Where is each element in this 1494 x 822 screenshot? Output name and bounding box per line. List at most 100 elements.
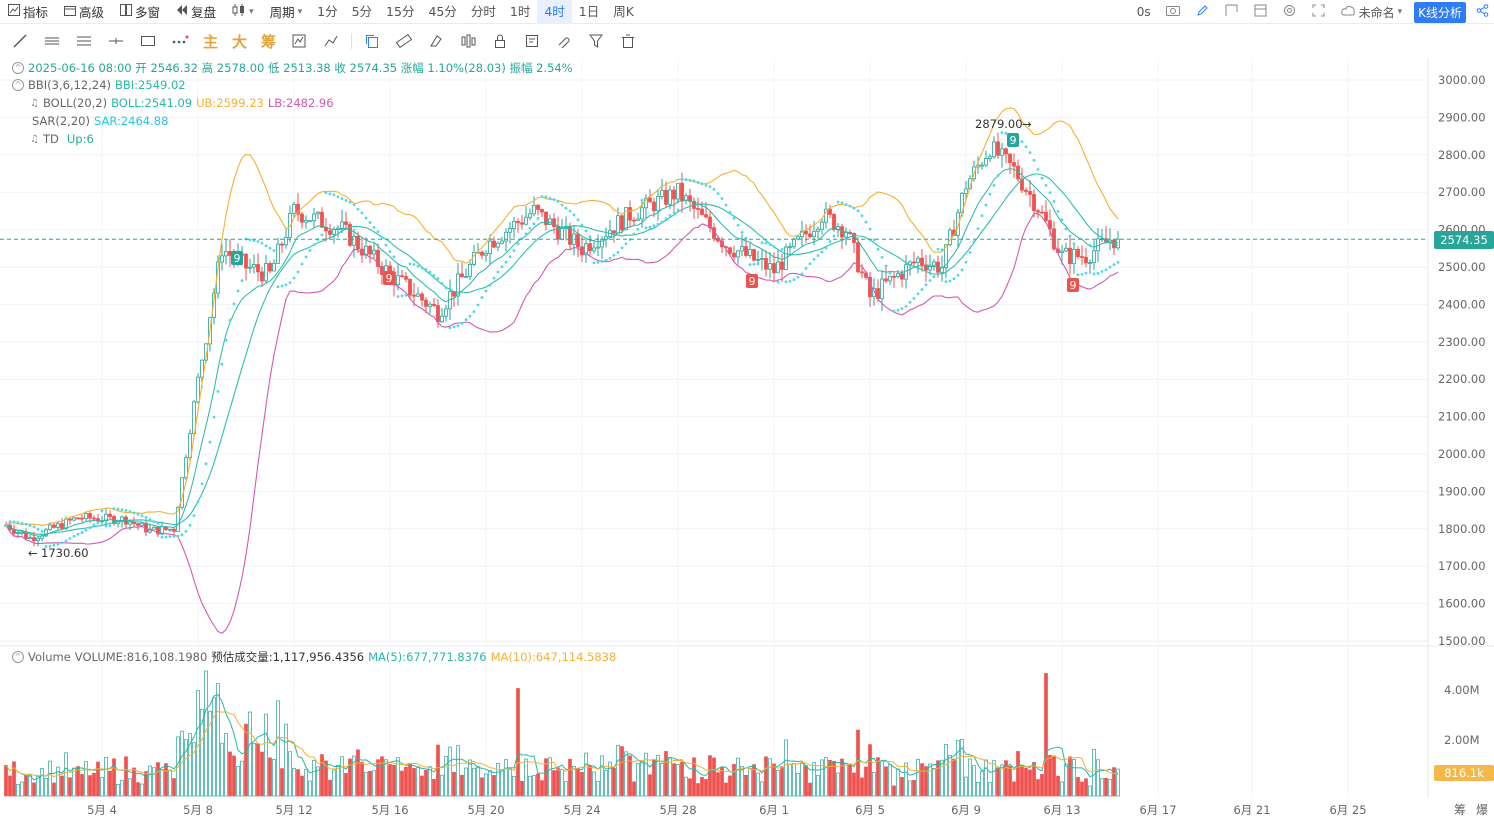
sar-dot — [592, 261, 596, 265]
period-tab[interactable]: 15分 — [386, 3, 415, 19]
layout-name: 未命名 — [1358, 5, 1395, 20]
period-tab[interactable]: 周K — [613, 3, 634, 19]
sar-dot — [280, 284, 284, 288]
candlestick-chart[interactable]: 3000.002900.002800.002700.002600.002500.… — [0, 58, 1494, 822]
volume-bar — [752, 764, 756, 797]
sar-dot — [748, 263, 752, 267]
share-icon[interactable] — [1470, 3, 1494, 21]
volume-bar — [676, 764, 680, 797]
trash-icon[interactable] — [612, 28, 644, 54]
sar-dot — [332, 193, 336, 197]
sar-dot — [600, 259, 604, 263]
sar-dot — [940, 248, 944, 252]
strategy-icon[interactable] — [315, 28, 347, 54]
large-order-tool[interactable]: 大 — [231, 32, 247, 51]
sar-dot — [392, 255, 396, 259]
sar-dot — [904, 304, 908, 308]
horizontal-line-icon[interactable] — [100, 28, 132, 54]
rectangle-icon[interactable] — [132, 28, 164, 54]
period-tab[interactable]: 4时 — [537, 0, 572, 24]
crop-icon[interactable] — [1217, 4, 1246, 21]
period-tab[interactable]: 5分 — [351, 3, 373, 19]
candle-body — [248, 266, 252, 269]
collapse-icon[interactable]: ^ — [12, 651, 24, 663]
ruler-icon[interactable] — [388, 28, 420, 54]
candle-body — [616, 215, 620, 234]
lock-icon[interactable] — [484, 28, 516, 54]
volume-bar — [652, 759, 656, 797]
bell-icon[interactable]: ♫ — [30, 97, 39, 109]
volume-bar — [468, 759, 472, 797]
candle-body — [624, 207, 628, 231]
compare-icon[interactable] — [452, 28, 484, 54]
volume-bar — [268, 757, 272, 797]
volume-bar — [916, 758, 920, 797]
fib-lines-icon[interactable] — [68, 28, 100, 54]
camera-icon[interactable] — [1159, 4, 1188, 20]
replay-button[interactable]: 复盘 — [168, 0, 224, 24]
sar-dot — [252, 239, 256, 243]
sar-dot — [1080, 272, 1084, 276]
advanced-button[interactable]: 高级 — [56, 0, 112, 24]
layout-name-dropdown[interactable]: 未命名 ▾ — [1333, 0, 1411, 24]
more-tools-icon[interactable] — [164, 28, 196, 54]
bottom-right-tool[interactable]: 爆 — [1476, 803, 1488, 817]
sar-dot — [668, 214, 672, 217]
collapse-icon[interactable]: ^ — [12, 79, 24, 91]
collapse-icon[interactable]: ^ — [12, 62, 24, 74]
bottom-right-tool[interactable]: 筹 — [1454, 803, 1466, 817]
candle-body — [992, 141, 996, 158]
period-tab[interactable]: 分时 — [470, 3, 496, 19]
chip-distribution-tool[interactable]: 筹 — [260, 32, 276, 51]
trendline-icon[interactable] — [4, 28, 36, 54]
bell-icon[interactable]: ♫ — [30, 133, 39, 145]
replay-label: 复盘 — [191, 5, 217, 20]
candle-body — [704, 214, 708, 218]
indicator-button[interactable]: 指标 — [0, 0, 56, 24]
kline-analysis-button[interactable]: K线分析 — [1414, 1, 1466, 23]
volume-bar — [940, 759, 944, 797]
settings-icon[interactable] — [1275, 4, 1304, 21]
fullscreen-icon[interactable] — [1304, 4, 1333, 21]
volume-bar — [736, 757, 740, 797]
volume-bar — [848, 764, 852, 797]
volume-bar — [864, 766, 868, 797]
period-tab[interactable]: 45分 — [428, 3, 457, 19]
sar-dot — [508, 255, 512, 259]
filter-icon[interactable] — [580, 28, 612, 54]
sar-dot — [720, 197, 724, 200]
volume-bar — [588, 765, 592, 797]
candle-body — [304, 220, 308, 223]
sar-dot — [24, 522, 28, 526]
calculator-icon[interactable] — [1246, 4, 1275, 21]
period-dropdown[interactable]: 周期 ▾ — [262, 0, 311, 24]
main-chip-tool[interactable]: 主 — [202, 32, 218, 51]
auto-pattern-icon[interactable] — [283, 28, 315, 54]
volume-bar — [696, 783, 700, 797]
sar-dot — [52, 543, 56, 547]
magnet-icon[interactable] — [548, 28, 580, 54]
pencil-icon[interactable] — [1188, 4, 1217, 21]
candle-type-button[interactable]: ▾ — [224, 0, 262, 24]
volume-bar — [284, 723, 288, 797]
volume-bar — [140, 783, 144, 797]
period-tab[interactable]: 1日 — [578, 3, 600, 19]
volume-bar — [1068, 756, 1072, 797]
period-tab[interactable]: 1分 — [317, 3, 338, 19]
sar-dot — [572, 213, 576, 217]
candle-body — [296, 203, 300, 215]
sar-dot — [336, 195, 340, 199]
notes-icon[interactable] — [516, 28, 548, 54]
volume-bar — [384, 759, 388, 797]
parallel-lines-icon[interactable] — [36, 28, 68, 54]
chart-area[interactable]: 3000.00 2900.00 2800.00 2700.00 2600.00 2500.… — [0, 58, 1494, 822]
sar-dot — [856, 209, 860, 213]
period-tab[interactable]: 1时 — [509, 3, 531, 19]
copy-icon[interactable] — [356, 28, 388, 54]
sar-dot — [1072, 242, 1076, 246]
sar-dot — [548, 196, 552, 200]
candle-body — [68, 518, 72, 521]
candle-body — [328, 230, 332, 235]
multiwindow-button[interactable]: 多窗 — [112, 0, 168, 24]
eraser-icon[interactable] — [420, 28, 452, 54]
